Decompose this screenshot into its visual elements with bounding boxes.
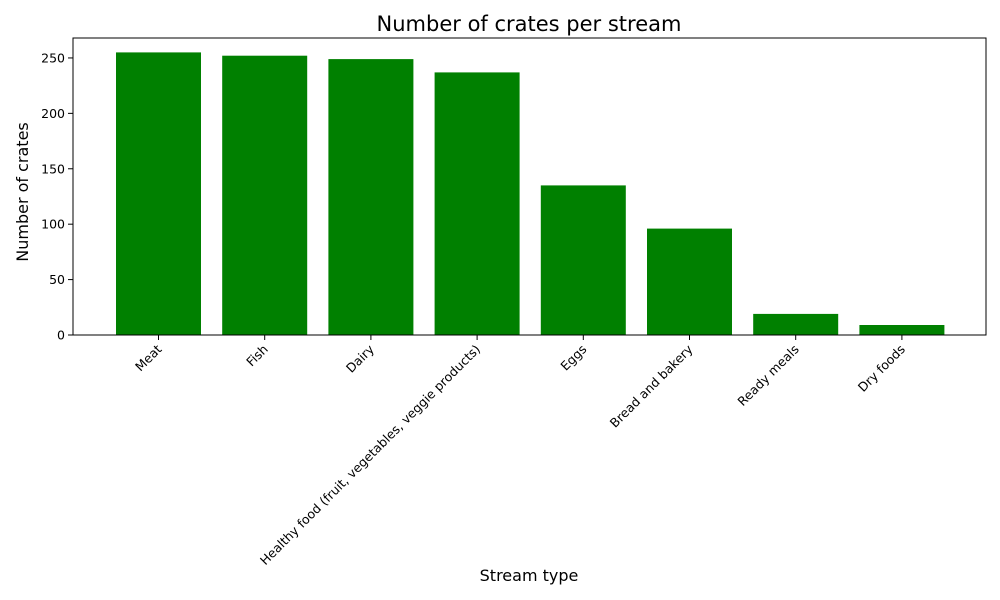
bar-6 <box>753 313 839 335</box>
chart-title: Number of crates per stream <box>377 12 682 36</box>
x-tick-label-4: Eggs <box>557 342 589 374</box>
x-tick-label-2: Dairy <box>343 341 378 376</box>
bar-0 <box>116 52 201 336</box>
bar-5 <box>647 228 732 335</box>
x-tick-label-5: Bread and bakery <box>607 341 696 430</box>
bar-2 <box>328 59 414 335</box>
y-tick-label-2: 100 <box>41 217 65 232</box>
bar-1 <box>222 55 308 335</box>
bar-7 <box>859 325 945 335</box>
bars-group <box>116 52 945 336</box>
bar-3 <box>434 72 520 336</box>
x-axis-label: Stream type <box>480 566 579 585</box>
y-axis: 0 50 100 150 200 250 <box>41 50 73 343</box>
y-tick-label-0: 0 <box>57 328 65 343</box>
plot-frame <box>72 37 987 336</box>
x-tick-label-0: Meat <box>132 341 165 374</box>
y-axis-label: Number of crates <box>13 122 32 262</box>
y-tick-label-4: 200 <box>41 106 65 121</box>
x-tick-label-3: Healthy food (fruit, vegetables, veggie … <box>257 342 483 568</box>
y-tick-label-3: 150 <box>41 161 65 176</box>
x-tick-label-1: Fish <box>243 342 271 370</box>
x-tick-label-7: Dry foods <box>855 342 908 395</box>
y-tick-label-5: 250 <box>41 50 65 65</box>
y-tick-label-1: 50 <box>49 272 65 287</box>
x-tick-label-6: Ready meals <box>734 342 801 409</box>
bar-4 <box>540 185 626 335</box>
